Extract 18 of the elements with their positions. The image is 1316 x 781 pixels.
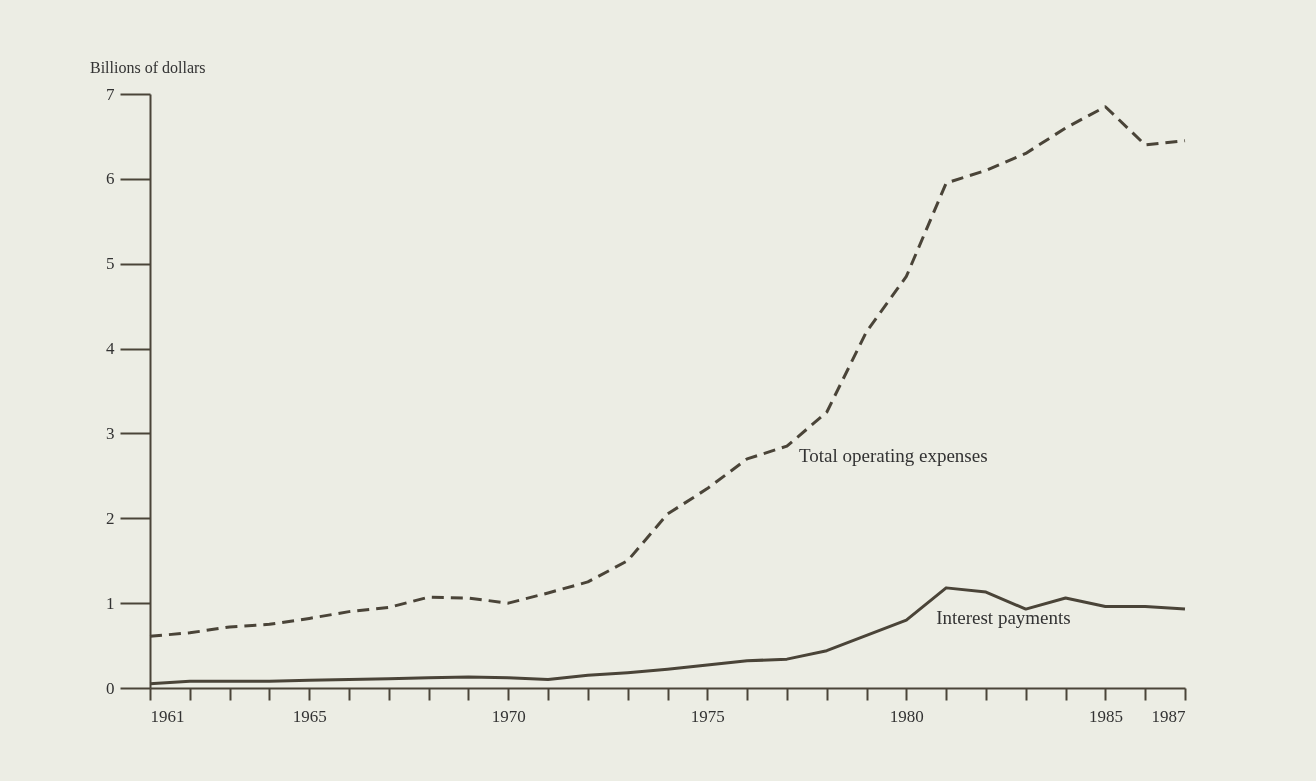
y-tick-label: 6 [106, 169, 115, 189]
y-tick-label: 4 [106, 339, 115, 359]
x-tick-label: 1985 [1088, 706, 1123, 726]
x-tick-label: 1975 [690, 706, 725, 726]
y-tick-label: 5 [106, 254, 115, 274]
x-tick-label: 1980 [889, 706, 924, 726]
y-axis-title: Billions of dollars [90, 59, 206, 76]
y-tick-label: 1 [106, 593, 115, 613]
x-tick-label: 1961 [150, 706, 185, 726]
x-tick-label: 1970 [491, 706, 526, 726]
y-tick-label: 3 [106, 423, 115, 443]
x-tick-label: 1987 [1151, 706, 1186, 726]
y-tick-label: 0 [106, 678, 115, 698]
series-label: Interest payments [936, 606, 1071, 628]
x-tick-label: 1965 [292, 706, 327, 726]
y-tick-label: 7 [106, 84, 115, 104]
series-label: Total operating expenses [798, 445, 988, 467]
y-tick-label: 2 [106, 508, 115, 528]
